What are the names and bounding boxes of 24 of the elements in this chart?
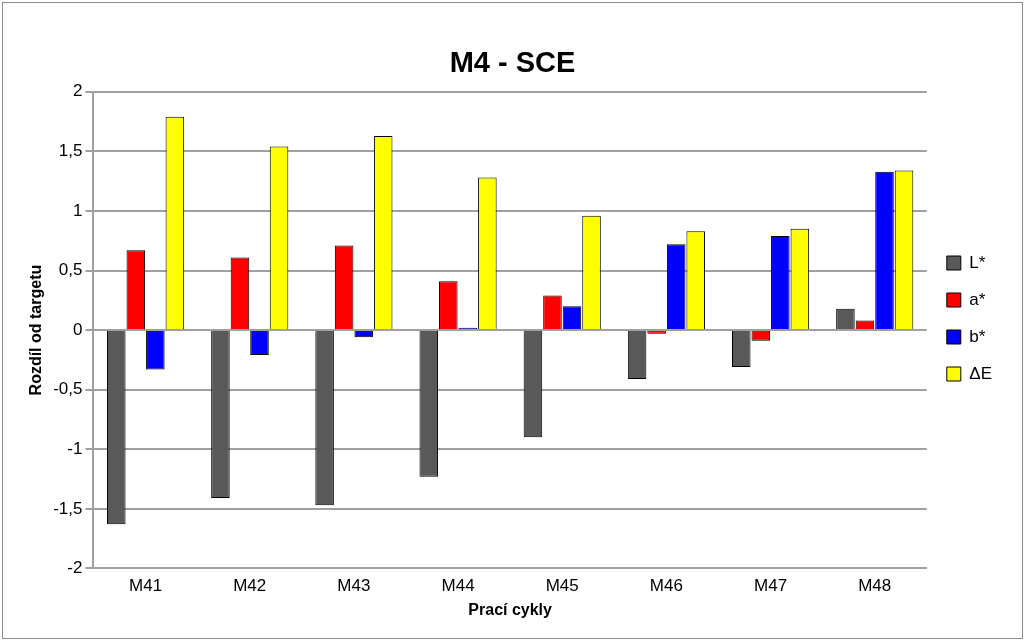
x-axis-title: Prací cykly [468, 600, 553, 618]
legend-label: a* [969, 289, 986, 309]
legend-label: L* [969, 252, 986, 272]
y-tick-label: 0,5 [58, 260, 83, 280]
x-tick-label: M47 [754, 576, 788, 596]
y-tick-label: 0 [73, 319, 83, 339]
legend-label: ΔE [969, 363, 993, 383]
y-tick-label: 1,5 [58, 141, 83, 161]
y-tick-label: -0,5 [53, 379, 83, 399]
legend-label: b* [969, 326, 986, 346]
y-tick-label: 1 [73, 200, 83, 220]
x-tick-label: M45 [545, 576, 579, 596]
y-tick-label: -2 [67, 558, 83, 578]
x-tick-label: M46 [649, 576, 683, 596]
x-tick-label: M42 [233, 576, 267, 596]
x-tick-label: M43 [337, 576, 371, 596]
y-tick-label: 2 [73, 81, 83, 101]
x-tick-label: M44 [441, 576, 475, 596]
y-axis-title: Rozdíl od targetu [27, 264, 45, 396]
y-tick-label: -1,5 [53, 498, 83, 518]
x-tick-label: M48 [858, 576, 892, 596]
y-tick-label: -1 [67, 438, 83, 458]
chart-title: M4 - SCE [449, 46, 576, 79]
x-tick-label: M41 [129, 576, 163, 596]
